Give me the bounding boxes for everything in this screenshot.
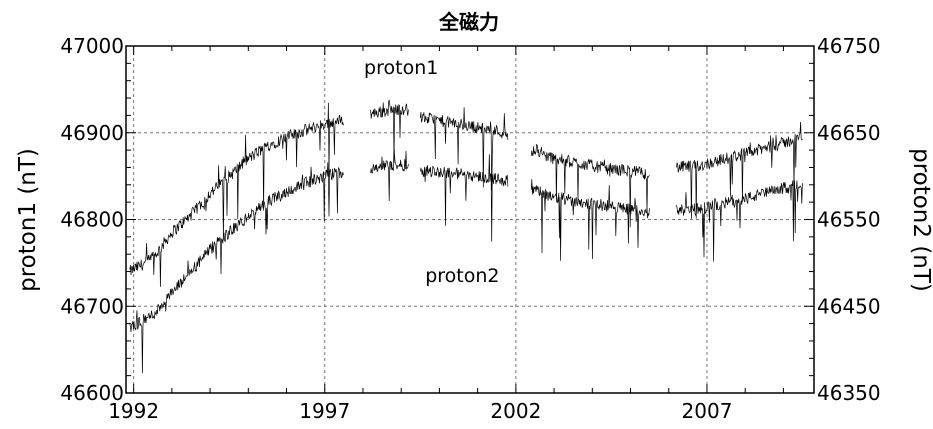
series-line-proton2 [530,179,650,261]
series-line-proton1 [370,99,409,163]
series-line-proton1 [530,143,650,228]
series-line-proton1 [419,107,509,191]
x-tick-label: 2007 [682,399,733,423]
series-proton1 [129,99,803,287]
series-line-proton2 [370,145,409,202]
grid-lines [126,46,814,393]
y-tick-label-left: 46900 [60,121,124,145]
annotation-proton1: proton1 [364,57,438,79]
x-tick-label: 1992 [108,399,159,423]
y-tick-label-left: 46600 [60,381,124,405]
y-tick-label-right: 46650 [817,121,881,145]
y-tick-label-left: 47000 [60,34,124,58]
x-tick-label: 1997 [299,399,350,423]
series-line-proton2 [419,154,509,242]
annotation-proton2: proton2 [425,265,499,287]
series-line-proton2 [676,179,803,262]
x-tick-label: 2002 [490,399,541,423]
y-tick-label-left: 46800 [60,208,124,232]
axis-ticks: 1992 1997 2002 2007 46600 46700 46800 46900 4700… [60,34,880,423]
series-proton2 [129,145,803,374]
y-tick-label-right: 46350 [817,381,881,405]
y-axis-right-title: proton2 (nT) [908,148,933,292]
series-line-proton1 [129,102,344,287]
y-axis-left-title: proton1 (nT) [15,148,41,292]
y-tick-label-right: 46550 [817,208,881,232]
series-layer [129,99,803,374]
chart-title: 全磁力 [438,10,499,34]
annotations: proton1 proton2 [364,57,499,287]
y-tick-label-left: 46700 [60,294,124,318]
series-line-proton2 [129,162,344,374]
y-tick-label-right: 46450 [817,294,881,318]
y-tick-label-right: 46750 [817,34,881,58]
series-line-proton1 [676,121,803,219]
